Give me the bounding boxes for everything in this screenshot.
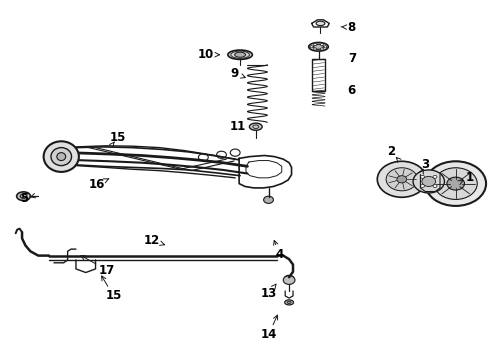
- Ellipse shape: [314, 44, 323, 49]
- Circle shape: [230, 149, 240, 156]
- Circle shape: [324, 46, 327, 48]
- Circle shape: [422, 176, 436, 186]
- Ellipse shape: [17, 192, 30, 201]
- Text: 4: 4: [275, 248, 283, 261]
- Bar: [312, 59, 325, 91]
- Text: 15: 15: [105, 289, 122, 302]
- Circle shape: [420, 175, 424, 178]
- Circle shape: [264, 196, 273, 203]
- Circle shape: [314, 44, 317, 46]
- Circle shape: [217, 151, 226, 158]
- Circle shape: [433, 175, 437, 178]
- Text: 14: 14: [260, 328, 277, 341]
- Circle shape: [420, 185, 424, 188]
- Ellipse shape: [228, 50, 252, 59]
- Ellipse shape: [287, 301, 291, 303]
- Ellipse shape: [235, 52, 245, 57]
- Text: 2: 2: [387, 145, 395, 158]
- Text: 17: 17: [98, 264, 115, 276]
- Text: 13: 13: [260, 287, 277, 300]
- Text: 12: 12: [144, 234, 160, 247]
- Ellipse shape: [51, 148, 72, 166]
- Circle shape: [284, 275, 294, 283]
- Circle shape: [434, 168, 477, 199]
- Text: 8: 8: [348, 21, 356, 34]
- Text: 10: 10: [197, 48, 214, 61]
- Circle shape: [310, 46, 313, 48]
- Ellipse shape: [309, 42, 328, 51]
- Circle shape: [377, 161, 426, 197]
- Ellipse shape: [285, 300, 294, 305]
- Text: 7: 7: [348, 52, 356, 65]
- Circle shape: [283, 276, 295, 284]
- Circle shape: [425, 161, 486, 206]
- Ellipse shape: [44, 141, 79, 172]
- Text: 9: 9: [230, 67, 238, 80]
- Ellipse shape: [249, 123, 262, 130]
- Circle shape: [397, 176, 407, 183]
- Circle shape: [413, 170, 444, 193]
- Text: 3: 3: [421, 158, 429, 171]
- Text: 1: 1: [466, 171, 473, 184]
- Ellipse shape: [57, 153, 66, 161]
- Circle shape: [314, 48, 317, 50]
- Circle shape: [447, 177, 465, 190]
- Circle shape: [198, 154, 208, 161]
- Text: 6: 6: [348, 84, 356, 97]
- Ellipse shape: [20, 194, 27, 198]
- Text: 5: 5: [21, 192, 28, 205]
- Circle shape: [320, 44, 323, 46]
- Text: 15: 15: [109, 131, 126, 144]
- Text: 16: 16: [89, 178, 105, 191]
- Circle shape: [386, 168, 417, 191]
- Circle shape: [433, 185, 437, 188]
- Circle shape: [320, 48, 323, 50]
- Text: 11: 11: [230, 120, 246, 133]
- Ellipse shape: [316, 21, 325, 26]
